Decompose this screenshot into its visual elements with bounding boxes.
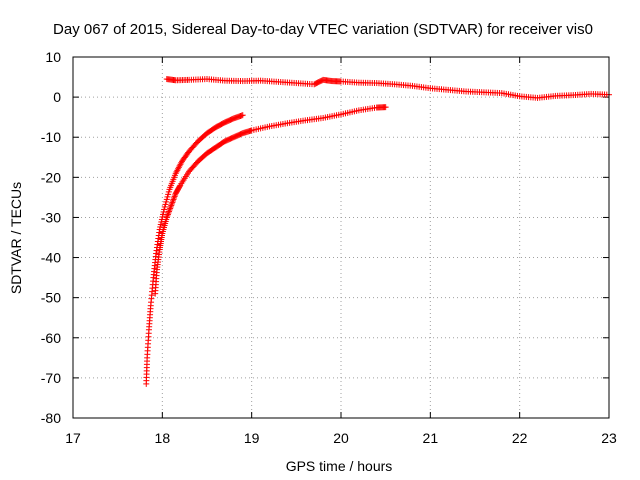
data-point: [163, 196, 170, 203]
y-axis-label: SDTVAR / TECUs: [8, 182, 24, 294]
chart-title: Day 067 of 2015, Sidereal Day-to-day VTE…: [53, 21, 593, 38]
x-tick-label: 21: [423, 430, 439, 446]
y-tick-label: -60: [41, 330, 61, 346]
data-point: [382, 104, 389, 111]
data-point: [159, 213, 166, 220]
y-tick-label: -20: [41, 169, 61, 185]
data-points: [143, 76, 612, 387]
series-upper-track: [163, 76, 612, 101]
y-tick-label: -10: [41, 129, 61, 145]
y-tick-label: -70: [41, 370, 61, 386]
y-tick-label: -30: [41, 209, 61, 225]
data-point: [161, 203, 168, 210]
data-point: [158, 218, 165, 225]
y-tick-label: -40: [41, 250, 61, 266]
x-tick-label: 23: [601, 430, 617, 446]
data-point: [164, 193, 171, 200]
grid-lines: [73, 57, 609, 418]
series-curve-A: [143, 112, 246, 387]
y-tick-label: -80: [41, 410, 61, 426]
data-point: [163, 198, 170, 205]
data-point: [157, 223, 164, 230]
data-point: [165, 191, 172, 198]
y-tick-label: 0: [53, 89, 61, 105]
data-point: [157, 221, 164, 228]
y-tick-label: -50: [41, 290, 61, 306]
data-point: [162, 201, 169, 208]
series-curve-B: [152, 104, 389, 297]
data-point: [161, 206, 168, 213]
plot-frame: [72, 56, 610, 419]
x-tick-label: 19: [244, 430, 260, 446]
x-tick-label: 22: [512, 430, 528, 446]
data-point: [239, 112, 246, 119]
data-point: [160, 208, 167, 215]
axis-ticks: 17 18 19 20 21 22 23 10 0 -10 -20 -30 -40 -50 -60 -70 -8…: [41, 49, 617, 446]
x-tick-label: 17: [65, 430, 81, 446]
y-tick-label: 10: [45, 49, 61, 65]
x-axis-label: GPS time / hours: [286, 458, 393, 474]
x-tick-label: 20: [333, 430, 349, 446]
data-point: [165, 188, 172, 195]
x-tick-label: 18: [155, 430, 171, 446]
